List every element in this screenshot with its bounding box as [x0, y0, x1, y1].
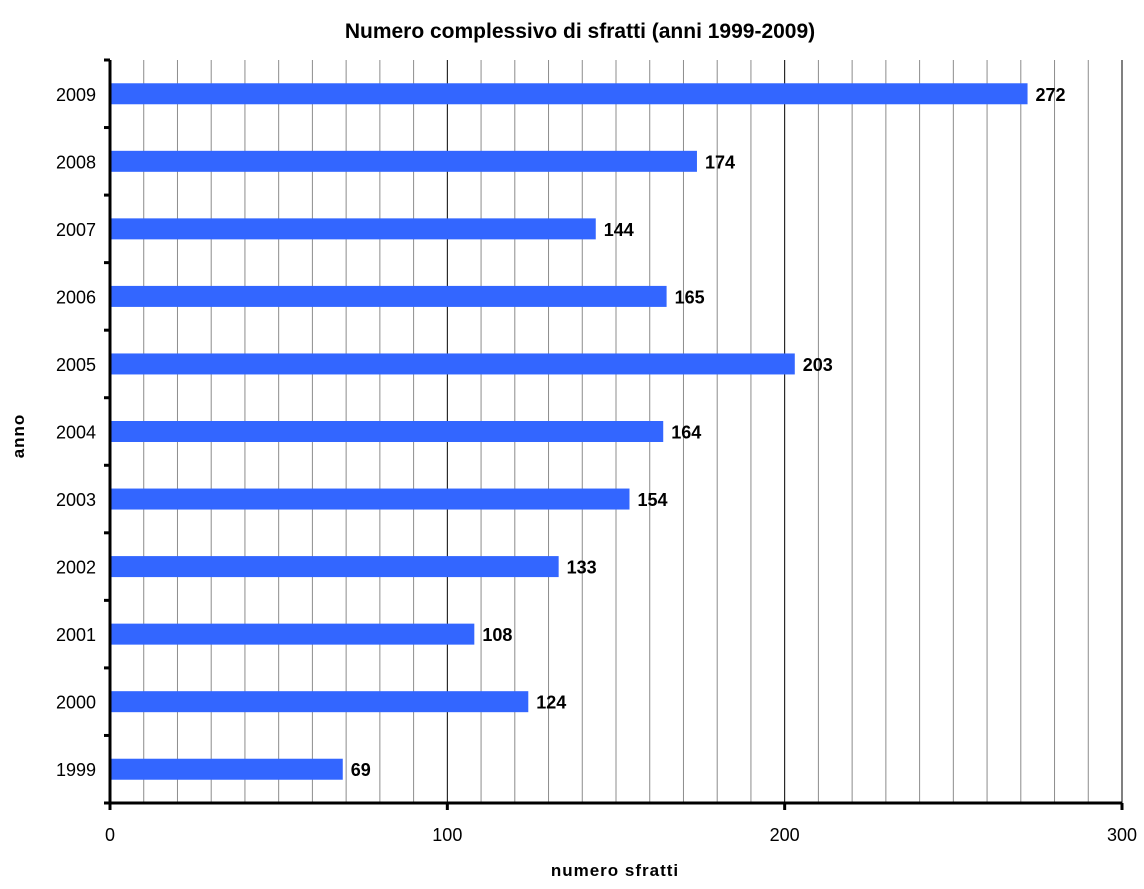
y-tick-label-2002: 2002 — [56, 558, 96, 578]
y-tick-label-2009: 2009 — [56, 85, 96, 105]
bar-2000 — [110, 691, 529, 713]
bar-2006 — [110, 285, 667, 307]
bar-2008 — [110, 150, 697, 172]
bar-2007 — [110, 218, 596, 240]
y-tick-label-2008: 2008 — [56, 152, 96, 172]
y-tick-label-2003: 2003 — [56, 490, 96, 510]
data-label-2003: 154 — [637, 490, 667, 510]
x-tick-label-300: 300 — [1107, 825, 1137, 845]
bar-2009 — [110, 83, 1028, 105]
chart-title: Numero complessivo di sfratti (anni 1999… — [345, 20, 815, 43]
x-tick-label-200: 200 — [770, 825, 800, 845]
y-tick-label-2006: 2006 — [56, 287, 96, 307]
data-label-2008: 174 — [705, 152, 735, 172]
data-label-2000: 124 — [536, 693, 566, 713]
bar-2004 — [110, 421, 664, 442]
y-tick-label-2004: 2004 — [56, 423, 96, 443]
bar-1999 — [110, 758, 343, 780]
bar-2002 — [110, 556, 559, 578]
bar-2003 — [110, 488, 630, 510]
x-tick-label-0: 0 — [105, 825, 115, 845]
axes — [104, 58, 1124, 810]
y-tick-label-2005: 2005 — [56, 355, 96, 375]
y-tick-label-2007: 2007 — [56, 220, 96, 240]
data-label-2001: 108 — [482, 625, 512, 645]
data-label-2007: 144 — [604, 220, 634, 240]
bar-2005 — [110, 353, 795, 375]
y-tick-label-2001: 2001 — [56, 625, 96, 645]
x-tick-label-100: 100 — [432, 825, 462, 845]
bars — [110, 83, 1028, 780]
y-tick-label-1999: 1999 — [56, 760, 96, 780]
x-axis-title: numero sfratti — [551, 861, 679, 880]
data-label-2005: 203 — [803, 355, 833, 375]
y-tick-label-2000: 2000 — [56, 693, 96, 713]
data-label-2009: 272 — [1036, 85, 1066, 105]
data-label-1999: 69 — [351, 760, 371, 780]
data-label-2004: 164 — [671, 423, 701, 443]
y-axis-title: anno — [9, 414, 28, 459]
tick-labels: 6919991242000108200113320021542003164200… — [56, 85, 1137, 845]
bar-2001 — [110, 623, 475, 645]
data-label-2002: 133 — [567, 558, 597, 578]
data-label-2006: 165 — [675, 287, 705, 307]
